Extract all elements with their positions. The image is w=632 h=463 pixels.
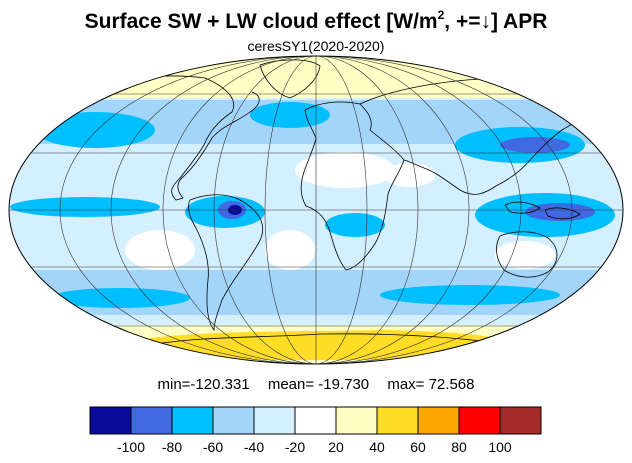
australia-outline bbox=[496, 231, 558, 278]
colorbar-box-6 bbox=[335, 406, 378, 435]
globe-outline bbox=[8, 55, 624, 365]
colorbar-tick-label: 60 bbox=[410, 439, 426, 455]
colorbar-box-1 bbox=[130, 406, 173, 435]
colorbar-tick-label: 20 bbox=[328, 439, 344, 455]
map-subtitle: ceresSY1(2020-2020) bbox=[247, 38, 385, 54]
colorbar-tick-label: -60 bbox=[203, 439, 223, 455]
colorbar-box-2 bbox=[171, 406, 214, 435]
colorbar-tick-label: -80 bbox=[162, 439, 182, 455]
antarctica-outline bbox=[149, 333, 491, 346]
map-title: Surface SW + LW cloud effect [W/m2, +=↓]… bbox=[84, 8, 548, 33]
arabia-clear bbox=[385, 163, 435, 187]
colorbar-labels: -100 -80 -60 -40 -20 20 40 60 80 100 bbox=[117, 439, 512, 455]
meridian-90 bbox=[162, 56, 470, 364]
sahara-clear bbox=[295, 152, 395, 188]
colorbar-box-8 bbox=[417, 406, 460, 435]
colorbar-box-3 bbox=[212, 406, 255, 435]
colorbar-box-7 bbox=[376, 406, 419, 435]
statistics-line: min=-120.331 mean= -19.730 max= 72.568 bbox=[0, 376, 632, 393]
colorbar-box-9 bbox=[458, 406, 501, 435]
south-atlantic-clear bbox=[265, 230, 315, 270]
colorbar-tick-label: -100 bbox=[117, 439, 145, 455]
central-africa-blue bbox=[325, 213, 385, 237]
southern-ocean-blue bbox=[380, 285, 560, 305]
colorbar-box-10 bbox=[499, 406, 542, 435]
south-america-outline bbox=[188, 194, 263, 332]
maritime-continent-dark bbox=[525, 203, 595, 221]
north-america-outline bbox=[69, 75, 260, 201]
colorbar-boxes bbox=[89, 406, 542, 435]
meridian-120 bbox=[110, 56, 522, 364]
stat-min: min=-120.331 bbox=[157, 376, 250, 393]
colorbar-box-0 bbox=[89, 406, 132, 435]
colorbar-tick-label: 40 bbox=[369, 439, 385, 455]
colorbar-tick-label: -20 bbox=[285, 439, 305, 455]
colorbar-tick-label: 80 bbox=[451, 439, 467, 455]
southeast-pacific-clear bbox=[125, 230, 195, 270]
colorbar-tick-label: -40 bbox=[244, 439, 264, 455]
meridian-30 bbox=[264, 56, 368, 364]
north-atlantic-blue bbox=[250, 102, 330, 128]
colorbar-box-4 bbox=[253, 406, 296, 435]
itcz-pacific bbox=[10, 197, 160, 217]
indonesia-outline bbox=[504, 201, 581, 220]
east-asia-dark bbox=[500, 137, 570, 153]
colorbar-tick-label: 100 bbox=[488, 439, 512, 455]
meridian-60 bbox=[213, 56, 419, 364]
australia-clear bbox=[495, 241, 555, 269]
south-pacific-blue bbox=[50, 288, 190, 308]
colorbar-box-5 bbox=[294, 406, 337, 435]
meridian-150 bbox=[59, 56, 573, 364]
europe-africa-outline bbox=[300, 101, 405, 271]
stat-mean: mean= -19.730 bbox=[267, 376, 370, 393]
stat-max: max= 72.568 bbox=[387, 376, 475, 393]
